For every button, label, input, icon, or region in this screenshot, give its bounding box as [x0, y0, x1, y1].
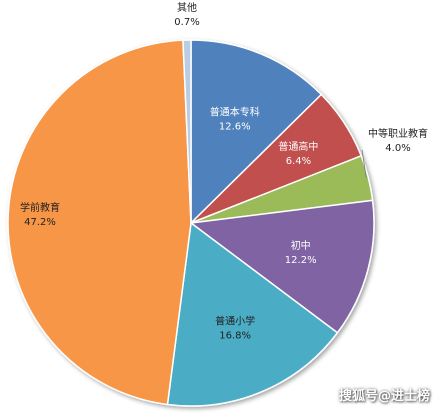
slice-category-label: 普通小学 [215, 315, 255, 328]
pie-slice [7, 39, 192, 406]
pie-slice [166, 221, 339, 407]
slice-category-label: 中等职业教育 [368, 127, 428, 140]
slice-value-label: 4.0% [385, 143, 410, 154]
slice-category-label: 普通高中 [278, 140, 318, 153]
slice-value-label: 12.6% [219, 121, 251, 132]
watermark-text: 搜狐号@进士榜 [338, 389, 430, 404]
slice-value-label: 6.4% [286, 156, 311, 167]
leader-line [361, 149, 367, 178]
pie-slice [182, 39, 192, 224]
pie-slice [189, 199, 375, 334]
slice-value-label: 12.2% [285, 255, 317, 266]
slice-value-label: 16.8% [219, 331, 251, 342]
slice-category-label: 初中 [291, 239, 311, 252]
slice-category-label: 其他 [177, 1, 197, 14]
pie-slice [190, 39, 323, 225]
slice-category-label: 普通本专科 [210, 105, 260, 118]
slice-value-label: 47.2% [24, 217, 56, 228]
slice-value-label: 0.7% [174, 17, 199, 28]
slice-category-label: 学前教育 [20, 201, 60, 214]
